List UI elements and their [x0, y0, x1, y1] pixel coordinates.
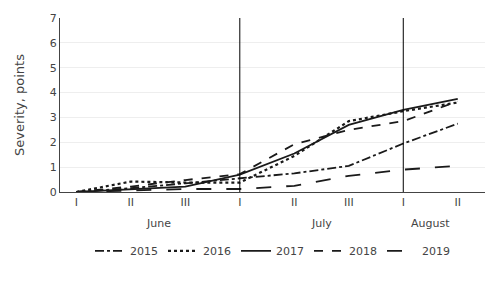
svg-text:I: I [238, 196, 241, 209]
svg-text:August: August [411, 217, 450, 230]
svg-text:Severity, points: Severity, points [12, 54, 27, 156]
svg-text:6: 6 [50, 37, 57, 50]
svg-text:3: 3 [50, 111, 57, 124]
svg-text:2018: 2018 [349, 245, 377, 258]
svg-text:2016: 2016 [203, 245, 231, 258]
svg-text:II: II [128, 196, 135, 209]
svg-text:0: 0 [50, 186, 57, 199]
svg-text:III: III [180, 196, 190, 209]
svg-text:2: 2 [50, 136, 57, 149]
svg-text:I: I [402, 196, 405, 209]
svg-text:June: June [146, 217, 171, 230]
svg-text:2015: 2015 [130, 245, 158, 258]
svg-text:7: 7 [50, 12, 57, 25]
svg-text:2019: 2019 [422, 245, 450, 258]
svg-text:III: III [344, 196, 354, 209]
svg-text:5: 5 [50, 62, 57, 75]
svg-text:1: 1 [50, 161, 57, 174]
svg-text:2017: 2017 [276, 245, 304, 258]
svg-text:II: II [455, 196, 462, 209]
svg-text:4: 4 [50, 86, 57, 99]
svg-text:July: July [311, 217, 332, 230]
svg-text:I: I [75, 196, 78, 209]
svg-text:II: II [291, 196, 298, 209]
